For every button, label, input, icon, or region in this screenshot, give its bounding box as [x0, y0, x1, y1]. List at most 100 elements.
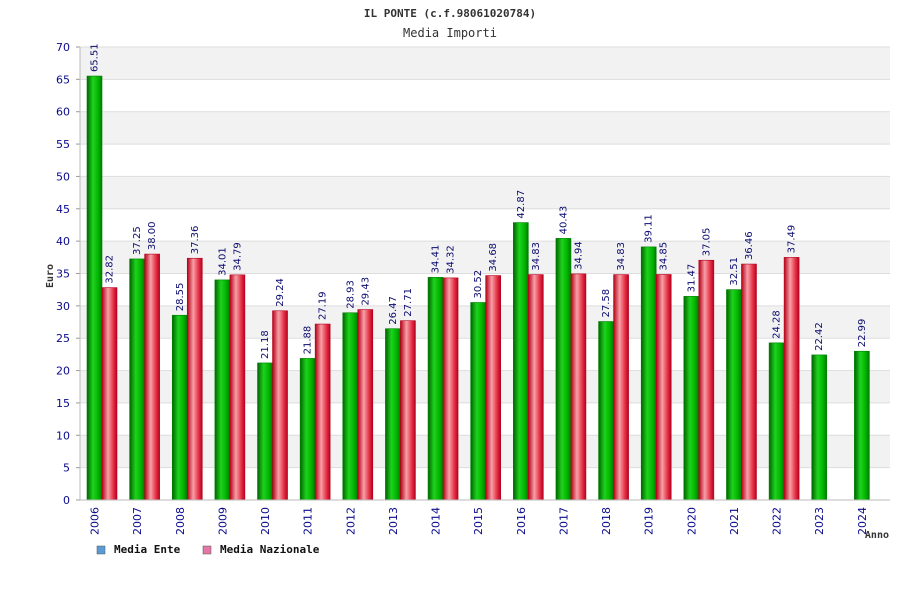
data-label: 28.55 — [175, 283, 186, 312]
bar-media-nazionale — [570, 273, 587, 501]
data-label: 34.01 — [217, 247, 228, 276]
y-tick-label: 20 — [56, 365, 70, 378]
data-label: 36.46 — [744, 231, 755, 260]
y-tick-label: 30 — [56, 300, 70, 313]
data-label: 65.51 — [90, 43, 101, 72]
bar-media-ente — [470, 302, 486, 501]
data-label: 32.82 — [105, 255, 116, 284]
data-label: 34.41 — [431, 245, 442, 274]
bar-media-ente — [257, 362, 273, 501]
y-tick-label: 60 — [56, 106, 70, 119]
bar-media-ente — [854, 350, 870, 501]
bar-media-nazionale — [528, 274, 544, 501]
y-tick-label: 5 — [63, 462, 70, 475]
bar-media-ente — [598, 321, 614, 501]
y-tick-label: 55 — [56, 138, 70, 151]
bar-media-nazionale — [741, 263, 757, 501]
data-label: 34.32 — [446, 245, 457, 274]
bar-media-nazionale — [101, 287, 118, 501]
data-label: 28.93 — [345, 280, 356, 309]
grid-band — [80, 144, 890, 177]
bar-media-ente — [683, 296, 700, 501]
data-label: 34.83 — [616, 242, 627, 271]
x-tick-label: 2016 — [515, 507, 528, 535]
data-label: 27.71 — [403, 288, 414, 317]
y-tick-label: 70 — [56, 41, 70, 54]
bar-media-nazionale — [613, 274, 629, 501]
x-tick-label: 2017 — [557, 507, 570, 535]
data-label: 32.51 — [729, 257, 740, 286]
legend-label-media-nazionale: Media Nazionale — [220, 543, 320, 556]
x-axis-title: Anno — [865, 530, 889, 541]
data-label: 27.58 — [601, 289, 612, 318]
data-label: 40.43 — [558, 206, 569, 235]
x-tick-label: 2024 — [856, 507, 869, 535]
x-tick-label: 2011 — [302, 507, 315, 535]
x-tick-label: 2020 — [685, 507, 698, 535]
data-label: 34.68 — [488, 243, 499, 272]
data-label: 31.47 — [686, 264, 697, 293]
bar-media-nazionale — [144, 253, 160, 501]
y-tick-label: 50 — [56, 170, 70, 183]
bar-media-nazionale — [783, 257, 800, 501]
y-tick-label: 65 — [56, 73, 70, 86]
x-axis-ticks: 2006 2007 2008 2009 2010 2011 2012 2013 2014 2015… — [89, 507, 869, 535]
grid-band — [80, 208, 890, 242]
x-tick-label: 2006 — [89, 507, 102, 535]
y-tick-label: 10 — [56, 429, 70, 442]
grid-band — [80, 176, 890, 209]
legend-item-media-nazionale[interactable]: Media Nazionale — [202, 543, 320, 556]
data-label: 29.24 — [275, 278, 286, 307]
data-label: 37.36 — [190, 226, 201, 255]
data-label: 37.05 — [701, 228, 712, 257]
bar-media-ente — [768, 342, 785, 501]
x-tick-label: 2019 — [643, 507, 656, 535]
data-label: 38.00 — [147, 221, 158, 250]
data-labels: 65.51 32.82 37.25 38.00 28.55 37.36 34.01 34.79… — [90, 43, 868, 359]
bar-media-ente — [342, 312, 359, 501]
x-tick-label: 2008 — [174, 507, 187, 535]
data-label: 26.47 — [388, 296, 399, 325]
data-label: 24.28 — [772, 310, 783, 339]
y-tick-label: 25 — [56, 332, 70, 345]
data-label: 21.88 — [303, 326, 314, 355]
bar-media-ente — [811, 354, 828, 501]
y-tick-label: 15 — [56, 397, 70, 410]
bar-media-ente — [299, 358, 316, 501]
data-label: 37.49 — [787, 225, 798, 254]
bar-media-nazionale — [485, 275, 501, 501]
y-tick-label: 0 — [63, 494, 70, 507]
bar-media-nazionale — [314, 323, 331, 501]
x-tick-label: 2010 — [259, 507, 272, 535]
data-label: 21.18 — [260, 330, 271, 359]
bar-media-ente — [640, 246, 657, 501]
legend-item-media-ente[interactable]: Media Ente — [96, 543, 181, 556]
grid-band — [80, 79, 890, 112]
data-label: 39.11 — [644, 214, 655, 243]
y-tick-label: 35 — [56, 268, 70, 281]
x-tick-label: 2013 — [387, 507, 400, 535]
data-label: 34.79 — [232, 242, 243, 271]
y-axis-ticks: 0 5 10 15 20 25 30 35 40 45 50 55 60 65 70 — [56, 41, 80, 507]
bar-media-nazionale — [655, 274, 672, 501]
grid-band — [80, 47, 890, 80]
data-label: 22.42 — [814, 322, 825, 351]
bar-media-nazionale — [186, 257, 203, 501]
bar-media-nazionale — [229, 274, 246, 501]
legend-swatch-media-ente — [96, 545, 106, 555]
data-label: 34.85 — [659, 242, 670, 271]
bar-media-ente — [86, 75, 103, 501]
bar-media-ente — [214, 279, 231, 501]
bar-media-ente — [726, 289, 742, 501]
x-tick-label: 2007 — [131, 507, 144, 535]
data-label: 27.19 — [318, 291, 329, 320]
bar-media-ente — [129, 258, 145, 501]
y-tick-label: 45 — [56, 203, 70, 216]
data-label: 34.94 — [573, 241, 584, 270]
bar-media-ente — [555, 238, 572, 501]
x-tick-label: 2022 — [771, 507, 784, 535]
bar-media-ente — [385, 328, 401, 501]
data-label: 37.25 — [132, 226, 143, 255]
data-label: 34.83 — [531, 242, 542, 271]
